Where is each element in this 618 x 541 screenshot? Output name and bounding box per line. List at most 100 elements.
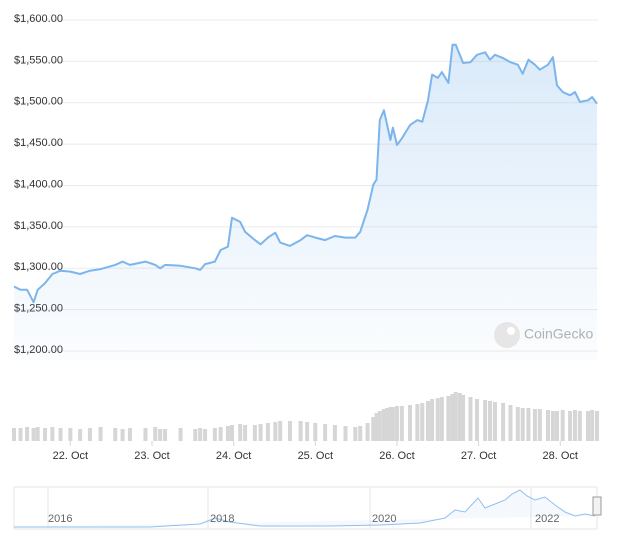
volume-bar (586, 411, 591, 441)
volume-bar (450, 394, 455, 441)
volume-bar (425, 401, 430, 441)
watermark-eye (507, 327, 515, 335)
volume-bar (381, 409, 386, 441)
volume-bar (435, 398, 440, 441)
volume-bar (278, 421, 283, 441)
y-tick-label: $1,350.00 (14, 220, 63, 232)
volume-bar (390, 407, 395, 441)
volume-bar (461, 395, 466, 441)
x-tick-label: 28. Oct (543, 450, 578, 462)
volume-bar (230, 425, 235, 441)
volume-bar (198, 428, 203, 441)
volume-bar (212, 428, 217, 441)
price-line (13, 43, 598, 304)
volume-bar (218, 427, 223, 441)
volume-bar (568, 411, 573, 441)
volume-bar (31, 428, 36, 441)
y-tick-label: $1,400.00 (14, 178, 63, 190)
volume-bar (572, 410, 577, 441)
volume-bar (43, 428, 48, 441)
volume-bar (394, 406, 399, 441)
volume-bar (58, 428, 63, 441)
volume-bar (365, 423, 370, 441)
x-tick-label: 23. Oct (134, 450, 169, 462)
volume-bar (25, 427, 30, 441)
volume-bar (332, 425, 337, 441)
x-tick-label: 25. Oct (298, 450, 333, 462)
volume-bar (323, 424, 328, 441)
volume-bar (163, 429, 168, 441)
navigator-label: 2016 (48, 513, 72, 525)
volume-bar (78, 429, 83, 441)
volume-bar (265, 423, 270, 441)
volume-bar (501, 403, 506, 441)
volume-bar (546, 410, 551, 441)
volume-bar (353, 427, 358, 441)
volume-bar (453, 392, 458, 441)
volume-bar (305, 422, 310, 441)
volume-bar (537, 409, 542, 441)
volume-bar (483, 400, 488, 441)
volume-bar (474, 399, 479, 441)
volume-bar (35, 427, 40, 441)
volume-bar (439, 397, 444, 441)
x-tick-label: 27. Oct (461, 450, 496, 462)
volume-bar (550, 411, 555, 441)
x-tick-label: 24. Oct (216, 450, 251, 462)
x-tick-label: 26. Oct (379, 450, 414, 462)
volume-bar (243, 425, 248, 441)
volume-bar (457, 393, 462, 441)
volume-bar (258, 424, 263, 441)
volume-bar (371, 417, 376, 441)
volume-bar (560, 410, 565, 441)
volume-bar (203, 429, 208, 441)
volume-bar (193, 429, 198, 441)
volume-bar (430, 399, 435, 441)
volume-bar (113, 428, 118, 441)
volume-bar (374, 413, 379, 441)
watermark-logo (494, 322, 520, 348)
watermark: CoinGecko (494, 322, 593, 348)
volume-bar (153, 427, 158, 441)
price-area (14, 44, 597, 361)
volume-bar (385, 408, 390, 441)
volume-bar (515, 407, 520, 441)
volume-bar (488, 401, 493, 441)
volume-bar (287, 421, 292, 441)
y-tick-label: $1,300.00 (14, 261, 63, 273)
volume-bar (468, 397, 473, 441)
volume-bar (526, 408, 531, 441)
volume-bar (127, 428, 132, 441)
navigator-handle[interactable] (592, 496, 602, 516)
volume-bar (68, 428, 73, 441)
navigator: 2016 2018 2020 2022 (13, 486, 602, 530)
x-tick-label: 22. Oct (53, 450, 88, 462)
volume-bar (298, 421, 303, 441)
volume-bar (12, 428, 16, 441)
volume-bar (120, 429, 125, 441)
navigator-label: 2018 (210, 513, 234, 525)
navigator-line (14, 489, 596, 528)
volume-bar (273, 422, 278, 441)
volume-bar (492, 402, 497, 441)
volume-bar (508, 405, 513, 441)
volume-bar (238, 424, 243, 441)
volume-bar (577, 411, 582, 441)
volume-bar (18, 428, 23, 441)
volume-bar (446, 396, 451, 441)
volume-bar (377, 411, 382, 441)
volume-bar (554, 411, 559, 441)
volume-bar (343, 426, 348, 441)
navigator-label: 2022 (535, 513, 559, 525)
volume-bar (590, 410, 595, 441)
volume-bar (252, 425, 257, 441)
volume-bar (415, 404, 420, 441)
volume-bar (399, 406, 404, 441)
y-tick-label: $1,450.00 (14, 137, 63, 149)
volume-bar (98, 427, 103, 441)
volume-bar (50, 427, 55, 441)
navigator-label: 2020 (372, 513, 396, 525)
volume-bar (87, 428, 92, 441)
y-tick-label: $1,550.00 (14, 54, 63, 66)
